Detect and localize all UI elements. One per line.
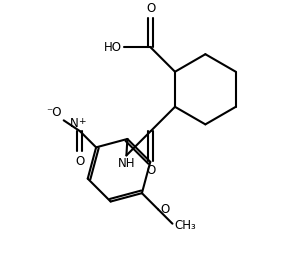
Text: N: N	[70, 117, 79, 130]
Text: O: O	[146, 2, 155, 14]
Text: O: O	[146, 164, 155, 177]
Text: O: O	[75, 155, 84, 168]
Text: CH₃: CH₃	[175, 219, 196, 231]
Text: ⁻O: ⁻O	[46, 106, 62, 119]
Text: NH: NH	[118, 157, 135, 170]
Text: O: O	[160, 203, 170, 216]
Text: +: +	[78, 117, 86, 126]
Text: HO: HO	[104, 41, 121, 54]
